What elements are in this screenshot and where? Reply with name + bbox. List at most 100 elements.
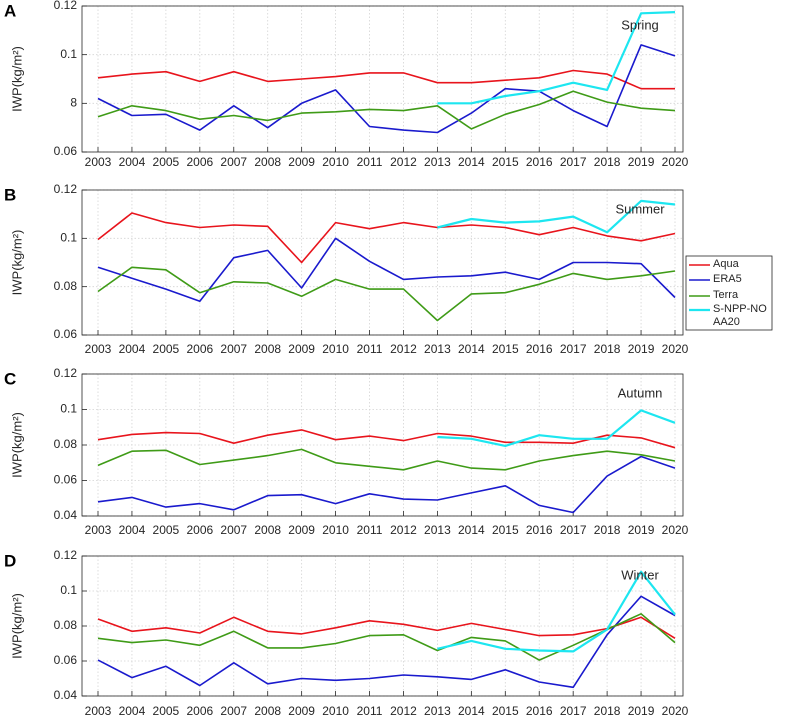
panel-label: B — [4, 185, 16, 204]
y-axis-label: IWP(kg/m²) — [9, 46, 24, 112]
series-line — [437, 11, 676, 105]
series-line — [97, 448, 676, 471]
y-axis-label: IWP(kg/m²) — [9, 230, 24, 296]
x-tick-label: 2010 — [322, 342, 349, 356]
series-line — [97, 212, 676, 264]
x-tick-label: 2008 — [254, 342, 281, 356]
x-tick-label: 2015 — [492, 342, 519, 356]
series-line — [97, 44, 676, 134]
x-tick-label: 2011 — [357, 155, 383, 169]
series-line — [437, 570, 676, 653]
x-tick-label: 2015 — [492, 155, 519, 169]
x-tick-label: 2004 — [119, 523, 146, 537]
x-tick-label: 2014 — [458, 155, 485, 169]
y-tick-label: 0.08 — [54, 618, 78, 632]
x-tick-label: 2007 — [220, 342, 247, 356]
legend-entry: ERA5 — [713, 273, 742, 285]
legend-label: ERA5 — [713, 273, 742, 285]
x-tick-label: 2011 — [357, 704, 383, 718]
legend-entry: Aqua — [713, 258, 739, 270]
x-tick-label: 2003 — [85, 155, 112, 169]
legend-box — [685, 255, 773, 331]
legend-label: Aqua — [713, 258, 739, 270]
x-tick-label: 2008 — [254, 523, 281, 537]
plot-frame — [81, 373, 684, 517]
y-tick-label: 0.06 — [54, 327, 78, 341]
y-tick-label: 0.04 — [54, 688, 78, 702]
plot-background — [82, 6, 683, 152]
x-tick-label: 2011 — [357, 523, 383, 537]
plot-frame — [81, 189, 684, 336]
y-axis-label: IWP(kg/m²) — [9, 412, 24, 478]
y-tick-label: 0.08 — [54, 279, 78, 293]
plot-frame — [81, 555, 684, 697]
x-tick-label: 2017 — [560, 704, 587, 718]
season-label: Summer — [615, 201, 665, 216]
x-tick-label: 2019 — [628, 155, 655, 169]
x-tick-label: 2004 — [119, 155, 146, 169]
x-tick-label: 2019 — [628, 523, 655, 537]
series-line — [97, 595, 676, 689]
x-tick-label: 2013 — [424, 704, 451, 718]
x-tick-label: 2003 — [85, 342, 112, 356]
series-line — [97, 613, 676, 661]
x-tick-label: 2006 — [186, 523, 213, 537]
series-line — [97, 455, 676, 514]
x-tick-label: 2014 — [458, 704, 485, 718]
x-tick-label: 2009 — [288, 155, 315, 169]
x-tick-label: 2018 — [594, 704, 621, 718]
series-line — [97, 90, 676, 130]
series-line — [97, 266, 676, 322]
x-tick-label: 2019 — [628, 342, 655, 356]
x-tick-label: 2016 — [526, 523, 553, 537]
y-tick-label: 0.1 — [60, 231, 77, 245]
y-tick-label: 0.1 — [60, 47, 77, 61]
x-tick-label: 2016 — [526, 704, 553, 718]
x-tick-label: 2005 — [153, 704, 180, 718]
y-tick-label: 0.12 — [54, 0, 78, 12]
x-tick-label: 2018 — [594, 155, 621, 169]
series-line — [97, 69, 675, 90]
x-tick-label: 2015 — [492, 523, 519, 537]
y-tick-label: 0.06 — [54, 144, 78, 158]
season-label: Spring — [621, 17, 659, 32]
plot-background — [82, 374, 683, 516]
legend: Aqua ERA5 Terra S-NPP-NOAA20 — [685, 255, 773, 331]
x-tick-label: 2010 — [322, 155, 349, 169]
x-tick-label: 2012 — [390, 342, 417, 356]
season-label: Autumn — [618, 385, 663, 400]
x-tick-label: 2007 — [220, 523, 247, 537]
x-tick-label: 2020 — [662, 342, 689, 356]
y-tick-label: 8 — [70, 96, 77, 110]
x-tick-label: 2014 — [458, 342, 485, 356]
x-tick-label: 2017 — [560, 342, 587, 356]
panel-label: A — [4, 1, 16, 20]
x-tick-label: 2005 — [153, 155, 180, 169]
x-tick-label: 2014 — [458, 523, 485, 537]
x-tick-label: 2020 — [662, 523, 689, 537]
y-tick-label: 0.12 — [54, 182, 78, 196]
panel-label: D — [4, 551, 16, 570]
legend-entry: Terra — [713, 289, 738, 301]
series-line — [97, 237, 676, 302]
y-tick-label: 0.12 — [54, 548, 78, 562]
x-tick-label: 2006 — [186, 155, 213, 169]
y-tick-label: 0.06 — [54, 473, 78, 487]
x-tick-label: 2013 — [424, 342, 451, 356]
x-tick-label: 2007 — [220, 155, 247, 169]
x-tick-label: 2020 — [662, 704, 689, 718]
x-tick-label: 2006 — [186, 342, 213, 356]
x-tick-label: 2005 — [153, 523, 180, 537]
x-tick-label: 2006 — [186, 704, 213, 718]
x-tick-label: 2016 — [526, 342, 553, 356]
y-tick-label: 0.1 — [60, 402, 77, 416]
x-tick-label: 2012 — [390, 155, 417, 169]
x-tick-label: 2018 — [594, 523, 621, 537]
x-tick-label: 2003 — [85, 523, 112, 537]
x-tick-label: 2004 — [119, 704, 146, 718]
panel-label: C — [4, 369, 16, 388]
x-tick-label: 2009 — [288, 342, 315, 356]
x-tick-label: 2016 — [526, 155, 553, 169]
x-tick-label: 2008 — [254, 155, 281, 169]
